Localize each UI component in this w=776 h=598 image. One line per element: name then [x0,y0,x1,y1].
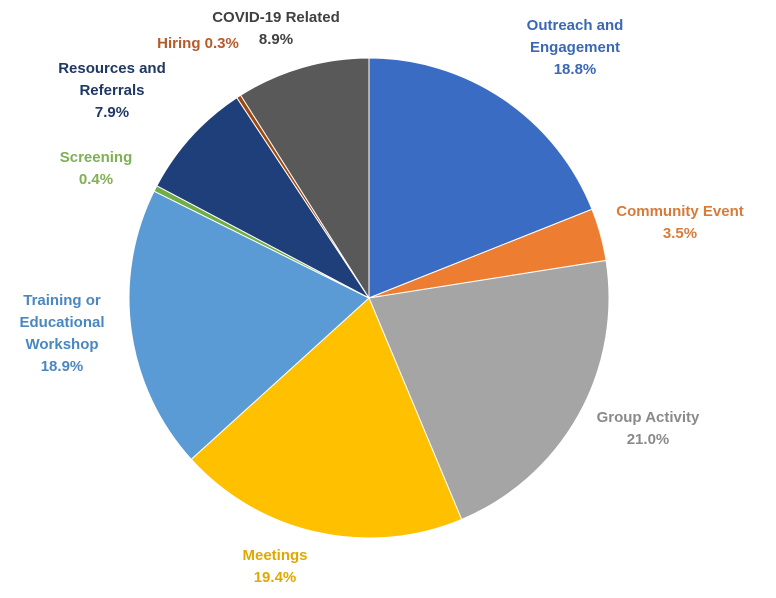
slice-label-outreach-and-engagement: Outreach and Engagement 18.8% [527,17,624,78]
slice-label-training-or-educational-workshop: Training or Educational Workshop 18.9% [19,292,104,375]
pie-slice-outreach-and-engagement [368,57,593,299]
pie-slice-covid-19-related [239,57,370,300]
slice-label-group-activity: Group Activity 21.0% [597,409,700,448]
pie-slice-group-activity [368,259,610,521]
slice-label-community-event: Community Event 3.5% [616,203,744,242]
slice-label-covid-19-related: COVID-19 Related 8.9% [212,9,340,48]
pie-labels: Outreach and Engagement 18.8% Community Eve… [19,9,743,586]
slice-label-resources-and-referrals: Resources and Referrals 7.9% [58,60,166,121]
pie-slice-resources-and-referrals [156,96,370,299]
pie-slice-training-or-educational-workshop [128,190,370,461]
slice-label-hiring: Hiring 0.3% [157,35,239,52]
pie-slices [128,57,610,539]
slice-label-meetings: Meetings 19.4% [242,547,307,586]
pie-slice-meetings [190,297,463,539]
slice-label-screening: Screening 0.4% [60,149,133,188]
